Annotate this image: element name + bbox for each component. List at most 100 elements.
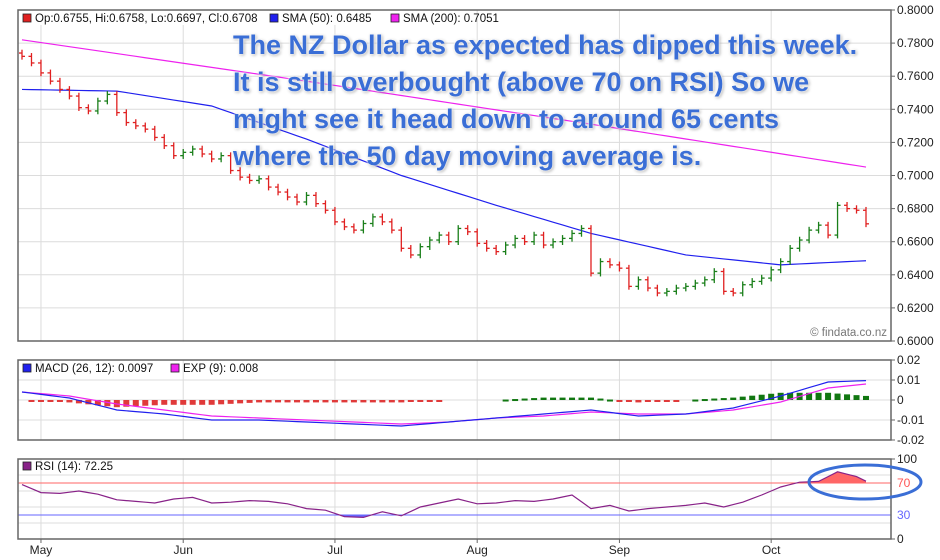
ohlc-bar	[436, 231, 443, 244]
macd-legend: MACD (26, 12): 0.0097	[35, 363, 153, 375]
legend-bg	[19, 11, 459, 25]
rsi-level-label: 30	[897, 508, 911, 522]
ohlc-bar	[474, 228, 481, 247]
macd-histogram-bar	[426, 400, 433, 402]
ohlc-bar	[711, 268, 718, 284]
y-tick-label: 0.7600	[897, 69, 934, 83]
ohlc-bar	[132, 119, 139, 130]
y-tick-label: 0.6200	[897, 301, 934, 315]
ohlc-bar	[246, 173, 253, 184]
y-tick-label: 0.6400	[897, 268, 934, 282]
ohlc-bar	[483, 240, 490, 252]
macd-histogram-bar	[417, 400, 424, 402]
macd-histogram-bar	[436, 400, 443, 402]
macd-histogram-bar	[218, 400, 225, 405]
ohlc-bar	[787, 245, 794, 265]
macd-histogram-bar	[94, 400, 101, 406]
highlight-ellipse	[807, 463, 923, 501]
macd-histogram-bar	[341, 400, 348, 403]
ohlc-bar	[37, 59, 44, 77]
ohlc-bar	[256, 175, 263, 184]
macd-histogram-bar	[132, 400, 139, 407]
y-tick-label: 0.6000	[897, 334, 934, 348]
macd-histogram-bar	[531, 398, 538, 401]
ohlc-bar	[445, 231, 452, 246]
ohlc-bar	[673, 284, 680, 295]
ohlc-bar	[844, 201, 851, 212]
x-tick-label: Jun	[174, 543, 193, 557]
ohlc-bar	[56, 77, 63, 93]
ohlc-bar	[189, 145, 196, 156]
macd-histogram-bar	[312, 400, 319, 403]
ohlc-bar	[161, 134, 168, 150]
ohlc-bar	[692, 279, 699, 290]
ohlc-bar	[275, 183, 282, 196]
ohlc-bar	[379, 213, 386, 226]
annotation-line: It is still overbought (above 70 on RSI)…	[233, 67, 810, 97]
ohlc-bar	[720, 268, 727, 295]
macd-histogram-bar	[407, 400, 414, 402]
sma200-line	[21, 39, 867, 168]
panel-frame	[17, 458, 892, 540]
ohlc-bar	[654, 284, 661, 297]
macd-histogram-bar	[834, 393, 841, 400]
signal-legend: EXP (9): 0.008	[183, 363, 258, 375]
y-tick-label: 0	[897, 393, 904, 407]
ohlc-bar	[218, 152, 225, 163]
watermark: © findata.co.nz	[810, 327, 887, 339]
ohlc-bar	[455, 225, 462, 246]
y-tick-label: 0.01	[897, 373, 921, 387]
ohlc-bar	[739, 281, 746, 297]
macd-histogram-bar	[350, 400, 357, 403]
macd-histogram-bar	[711, 398, 718, 401]
ohlc-bar	[227, 152, 234, 174]
macd-histogram-bar	[863, 395, 869, 400]
ohlc-bar	[493, 245, 500, 255]
macd-histogram-bar	[720, 398, 727, 401]
macd-histogram-bar	[768, 393, 775, 400]
ohlc-bar	[312, 192, 319, 207]
macd-histogram-bar	[673, 400, 680, 402]
macd-histogram-bar	[151, 400, 158, 406]
rsi-legend: RSI (14): 72.25	[35, 461, 113, 473]
y-tick-label: 0.7800	[897, 36, 934, 50]
macd-legend-swatch	[22, 363, 32, 373]
ohlc-bar	[151, 125, 158, 141]
macd-histogram-bar	[170, 400, 177, 405]
macd-histogram-bar	[161, 400, 168, 405]
ohlc-bar	[663, 288, 670, 297]
ohlc-bar	[559, 235, 566, 246]
macd-histogram-bar	[237, 400, 244, 404]
panel-frame	[17, 9, 892, 342]
macd-histogram-bar	[644, 400, 651, 402]
annotation-line: might see it head down to around 65 cent…	[233, 104, 780, 134]
macd-histogram-bar	[360, 400, 367, 403]
rsi-legend-swatch	[22, 461, 32, 471]
y-tick-label: -0.02	[897, 433, 925, 447]
ohlc-bar	[749, 278, 756, 289]
sma50-legend-swatch	[269, 13, 279, 23]
macd-histogram-bar	[275, 400, 282, 403]
ohlc-bar	[237, 167, 244, 181]
ohlc-bar	[265, 175, 272, 191]
ohlc-bar	[284, 188, 291, 201]
y-tick-label: 0	[897, 532, 904, 546]
macd-histogram-bar	[284, 400, 291, 403]
macd-histogram-bar	[123, 400, 130, 407]
x-tick-label: Sep	[609, 543, 631, 557]
macd-histogram-bar	[578, 397, 585, 400]
macd-histogram-bar	[730, 397, 737, 400]
price-legend-swatch	[22, 13, 32, 23]
x-tick-label: Jul	[327, 543, 342, 557]
macd-histogram-bar	[303, 400, 310, 403]
macd-histogram-bar	[559, 397, 566, 400]
ohlc-bar	[388, 218, 395, 234]
ohlc-bar	[407, 245, 414, 259]
y-tick-label: 0.6800	[897, 202, 934, 216]
macd-histogram-bar	[265, 400, 272, 403]
macd-histogram-bar	[208, 400, 215, 405]
ohlc-bar	[94, 97, 101, 115]
ohlc-bar	[853, 205, 860, 214]
annotation-line: The NZ Dollar as expected has dipped thi…	[233, 30, 858, 60]
